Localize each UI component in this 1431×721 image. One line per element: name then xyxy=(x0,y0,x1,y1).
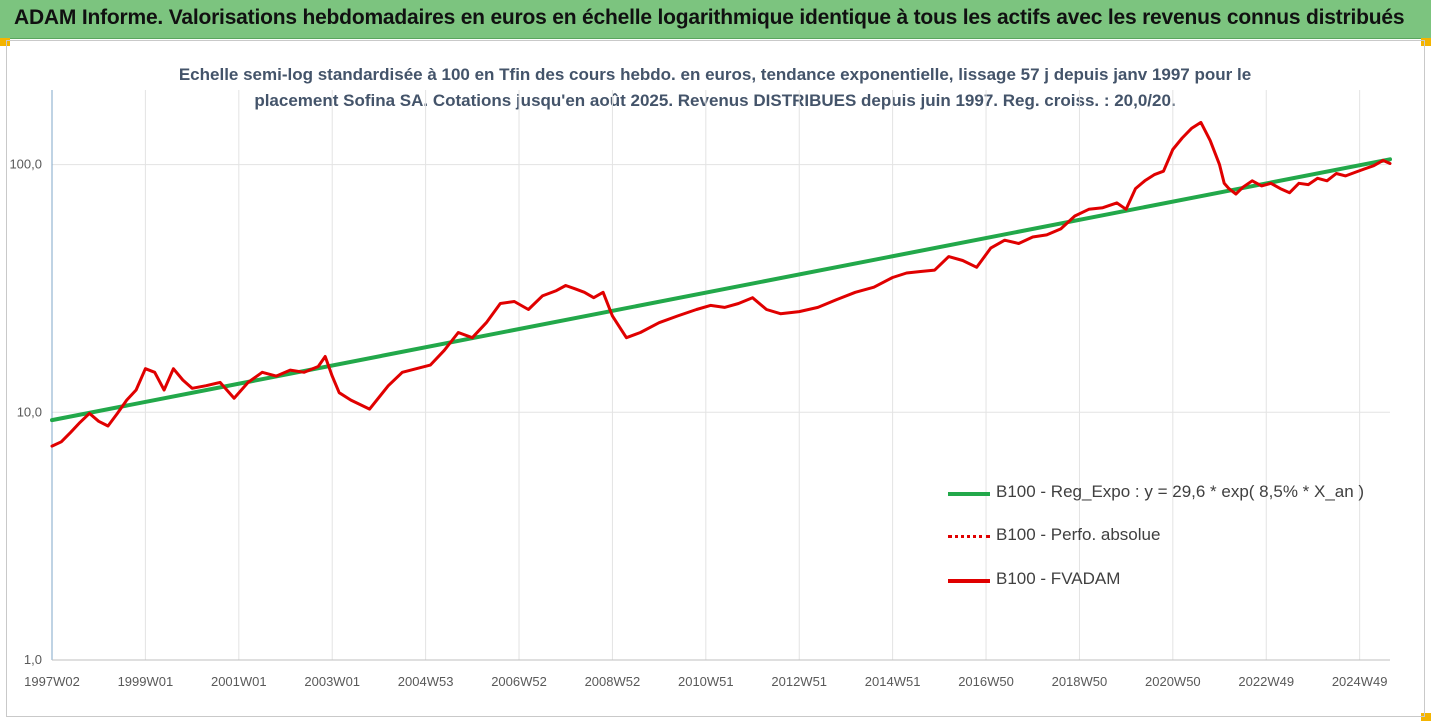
grid-layer xyxy=(52,90,1390,661)
banner-title: ADAM Informe. Valorisations hebdomadaire… xyxy=(14,6,1405,29)
legend-label-fvadam: B100 - FVADAM xyxy=(996,569,1121,588)
legend-swatch-fvadam xyxy=(948,579,990,583)
x-tick-label: 2014W51 xyxy=(865,674,921,689)
x-tick-label: 2018W50 xyxy=(1052,674,1108,689)
x-tick-label: 2016W50 xyxy=(958,674,1014,689)
chart-frame xyxy=(6,40,1425,717)
y-tick-label: 10,0 xyxy=(17,404,42,419)
regression-trend-line xyxy=(50,157,1392,423)
x-tick-label: 2003W01 xyxy=(304,674,360,689)
x-tick-label: 1997W02 xyxy=(24,674,80,689)
x-tick-label: 2001W01 xyxy=(211,674,267,689)
x-tick-label: 1999W01 xyxy=(118,674,174,689)
legend-label-perfo-absolue: B100 - Perfo. absolue xyxy=(996,525,1161,544)
corner-marker-top-right xyxy=(1421,38,1431,46)
corner-marker-bottom-right xyxy=(1421,713,1431,721)
x-tick-label: 2022W49 xyxy=(1238,674,1294,689)
series-layer xyxy=(50,120,1392,448)
y-tick-label: 1,0 xyxy=(24,652,42,667)
title-banner: ADAM Informe. Valorisations hebdomadaire… xyxy=(0,0,1431,39)
legend-swatch-perfo-absolue xyxy=(948,535,990,538)
x-tick-label: 2010W51 xyxy=(678,674,734,689)
corner-marker-top-left xyxy=(0,38,10,46)
legend-label-regression: B100 - Reg_Expo : y = 29,6 * exp( 8,5% *… xyxy=(996,482,1365,501)
x-tick-label: 2006W52 xyxy=(491,674,547,689)
x-tick-label: 2004W53 xyxy=(398,674,454,689)
chart-subtitle-line-2: placement Sofina SA. Cotations jusqu'en … xyxy=(254,91,1176,110)
axis-layer xyxy=(51,90,1390,661)
legend-swatch-regression xyxy=(948,492,990,496)
chart-subtitle-line-1: Echelle semi-log standardisée à 100 en T… xyxy=(178,65,1252,84)
chart-subtitle: Echelle semi-log standardisée à 100 en T… xyxy=(160,62,1270,114)
x-tick-label: 2024W49 xyxy=(1332,674,1388,689)
fvadam-series-line xyxy=(50,120,1392,448)
x-tick-label: 2012W51 xyxy=(771,674,827,689)
tick-label-layer: 1,0 10,0 100,0 1997W02 1999W01 2001W01 2003W01… xyxy=(9,157,1387,689)
x-tick-label: 2020W50 xyxy=(1145,674,1201,689)
y-tick-label: 100,0 xyxy=(9,157,42,172)
x-tick-label: 2008W52 xyxy=(585,674,641,689)
